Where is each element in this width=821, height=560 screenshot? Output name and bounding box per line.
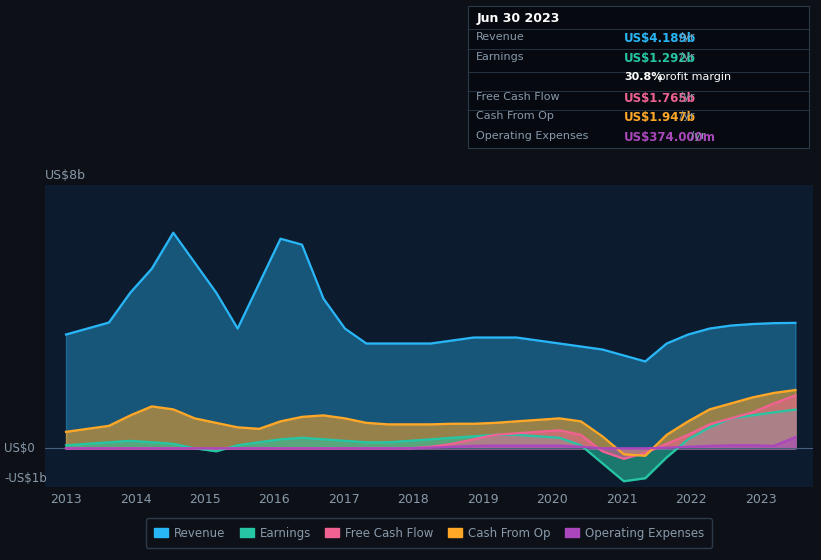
Text: US$1.765b: US$1.765b [624,92,696,105]
Text: profit margin: profit margin [655,72,732,82]
Text: US$8b: US$8b [45,169,86,182]
Text: Free Cash Flow: Free Cash Flow [476,92,560,102]
Text: -US$1b: -US$1b [4,472,47,485]
Text: /yr: /yr [676,32,695,42]
Text: US$4.189b: US$4.189b [624,32,696,45]
Text: Cash From Op: Cash From Op [476,111,554,122]
Text: Earnings: Earnings [476,52,525,62]
Legend: Revenue, Earnings, Free Cash Flow, Cash From Op, Operating Expenses: Revenue, Earnings, Free Cash Flow, Cash … [146,519,712,548]
Text: /yr: /yr [676,52,695,62]
Text: /yr: /yr [676,111,695,122]
Text: Revenue: Revenue [476,32,525,42]
Text: /yr: /yr [687,132,705,141]
Text: US$1.947b: US$1.947b [624,111,696,124]
Text: US$374.000m: US$374.000m [624,132,716,144]
Text: US$0: US$0 [4,442,34,455]
Text: Jun 30 2023: Jun 30 2023 [476,12,560,25]
Text: 30.8%: 30.8% [624,72,663,82]
Text: /yr: /yr [676,92,695,102]
Text: Operating Expenses: Operating Expenses [476,132,589,141]
Text: US$1.292b: US$1.292b [624,52,696,65]
